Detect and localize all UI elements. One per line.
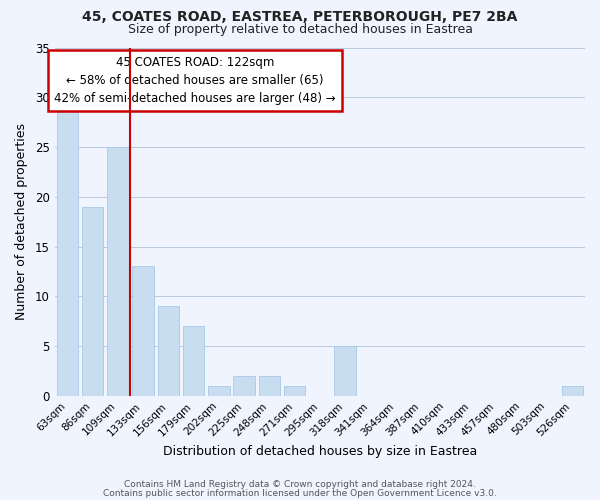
Bar: [259, 376, 280, 396]
Y-axis label: Number of detached properties: Number of detached properties: [15, 123, 28, 320]
Text: Contains public sector information licensed under the Open Government Licence v3: Contains public sector information licen…: [103, 488, 497, 498]
X-axis label: Distribution of detached houses by size in Eastrea: Distribution of detached houses by size …: [163, 444, 477, 458]
Bar: [233, 376, 255, 396]
Text: 45 COATES ROAD: 122sqm
← 58% of detached houses are smaller (65)
42% of semi-det: 45 COATES ROAD: 122sqm ← 58% of detached…: [55, 56, 336, 105]
Bar: [107, 147, 128, 396]
Bar: [56, 107, 78, 396]
Bar: [334, 346, 356, 396]
Text: Contains HM Land Registry data © Crown copyright and database right 2024.: Contains HM Land Registry data © Crown c…: [124, 480, 476, 489]
Bar: [158, 306, 179, 396]
Bar: [183, 326, 205, 396]
Bar: [82, 206, 103, 396]
Bar: [562, 386, 583, 396]
Bar: [133, 266, 154, 396]
Text: 45, COATES ROAD, EASTREA, PETERBOROUGH, PE7 2BA: 45, COATES ROAD, EASTREA, PETERBOROUGH, …: [82, 10, 518, 24]
Bar: [208, 386, 230, 396]
Text: Size of property relative to detached houses in Eastrea: Size of property relative to detached ho…: [128, 22, 473, 36]
Bar: [284, 386, 305, 396]
